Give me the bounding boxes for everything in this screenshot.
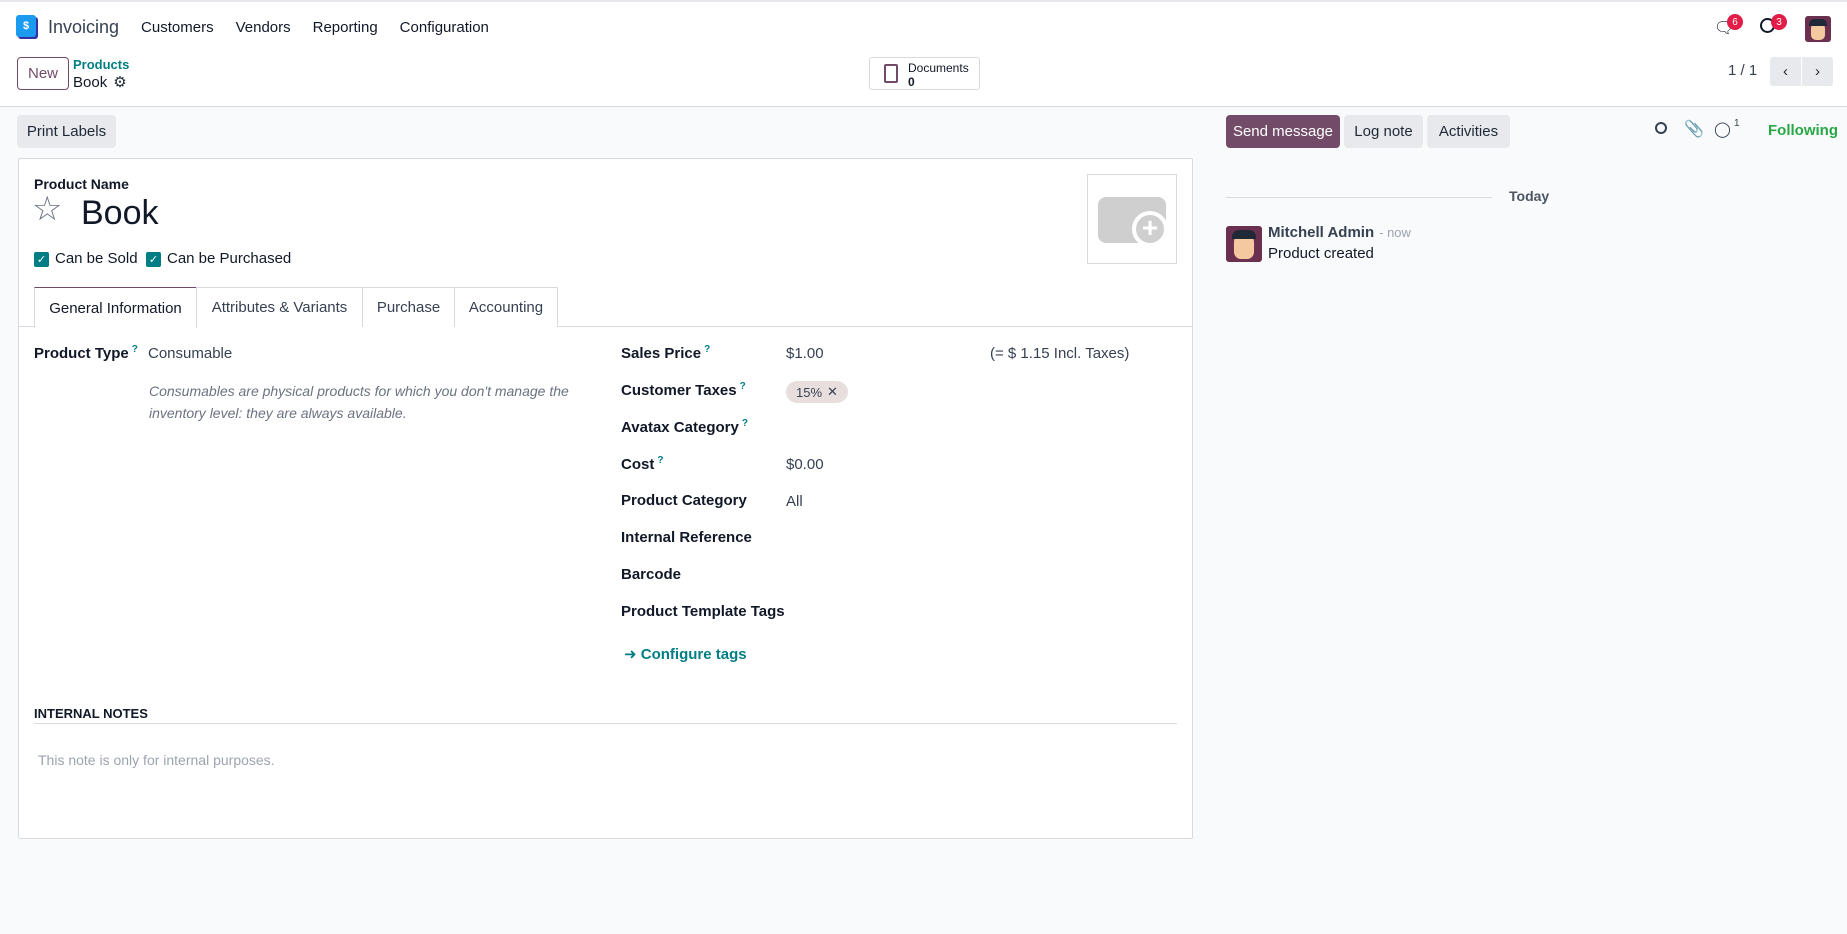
cost-label-text: Cost [621, 456, 655, 473]
internal-notes-divider [34, 723, 1177, 724]
barcode-label: Barcode [621, 566, 682, 583]
menu-reporting[interactable]: Reporting [312, 19, 378, 36]
internal-notes-input[interactable]: This note is only for internal purposes. [38, 752, 275, 768]
can-be-purchased-label: Can be Purchased [167, 250, 292, 267]
internal-reference-input[interactable] [786, 527, 1176, 551]
activities-button[interactable]: Activities [1427, 115, 1510, 148]
product-type-select[interactable]: Consumable [148, 345, 233, 362]
tax-tag: 15% ✕ [786, 381, 848, 403]
barcode-input[interactable] [786, 564, 1176, 588]
internal-reference-label: Internal Reference [621, 529, 752, 546]
tab-accounting[interactable]: Accounting [454, 287, 558, 327]
product-category-select[interactable]: All [786, 493, 803, 510]
date-separator-line [1226, 197, 1492, 198]
tax-tag-label: 15% [796, 384, 823, 400]
documents-count: 0 [908, 75, 915, 89]
paperclip-icon[interactable]: 📎 [1684, 121, 1704, 138]
main-menu: Invoicing Customers Vendors Reporting Co… [48, 2, 489, 53]
menu-vendors[interactable]: Vendors [235, 19, 291, 36]
tabs-divider [18, 326, 1193, 327]
tab-purchase[interactable]: Purchase [362, 287, 455, 327]
product-type-label: Product Type? [34, 344, 138, 362]
configure-tags-text: Configure tags [640, 646, 747, 663]
user-avatar[interactable] [1805, 16, 1831, 42]
breadcrumb-current: Book [73, 73, 108, 91]
breadcrumb-products[interactable]: Products [73, 57, 130, 72]
tab-attributes-variants[interactable]: Attributes & Variants [196, 287, 363, 327]
new-button[interactable]: New [17, 57, 69, 90]
customer-taxes-label: Customer Taxes? [621, 381, 746, 399]
product-category-label: Product Category [621, 492, 747, 509]
pager-previous-button[interactable]: ‹ [1770, 57, 1801, 86]
messages-badge: 6 [1727, 14, 1743, 30]
log-note-button[interactable]: Log note [1344, 115, 1423, 148]
configure-tags-link[interactable]: ➜ Configure tags [624, 645, 747, 663]
gear-icon[interactable]: ⚙ [113, 74, 127, 91]
product-template-tags-label: Product Template Tags [621, 603, 785, 620]
customer-taxes-label-text: Customer Taxes [621, 382, 737, 399]
documents-label: Documents [908, 61, 969, 75]
help-icon[interactable]: ? [131, 344, 138, 355]
product-name-input[interactable]: Book [81, 194, 159, 232]
control-panel: New Products Book ⚙ Documents 0 1 / 1 ‹ … [0, 53, 1847, 107]
print-labels-button[interactable]: Print Labels [17, 115, 116, 148]
followers-icon[interactable]: ◯ [1714, 121, 1731, 138]
top-navbar: $ Invoicing Customers Vendors Reporting … [0, 0, 1847, 53]
message-author-avatar[interactable] [1226, 226, 1262, 262]
tab-general-information[interactable]: General Information [34, 287, 197, 328]
can-be-sold-checkbox[interactable]: ✓ [34, 252, 49, 267]
message-author[interactable]: Mitchell Admin [1268, 224, 1375, 241]
help-icon[interactable]: ? [741, 418, 748, 429]
menu-configuration[interactable]: Configuration [399, 19, 489, 36]
favorite-star-icon[interactable]: ☆ [32, 190, 63, 228]
pager-next-button[interactable]: › [1802, 57, 1833, 86]
date-separator: Today [1509, 188, 1550, 204]
app-name[interactable]: Invoicing [48, 17, 120, 37]
avatax-category-label: Avatax Category? [621, 418, 748, 436]
internal-notes-title: INTERNAL NOTES [34, 706, 148, 721]
arrow-right-icon: ➜ [624, 646, 637, 663]
help-icon[interactable]: ? [739, 381, 746, 392]
message-body: Product created [1268, 245, 1374, 262]
document-icon [884, 64, 898, 83]
product-name-label: Product Name [34, 176, 129, 192]
product-form-sheet [18, 158, 1193, 839]
menu-customers[interactable]: Customers [141, 19, 214, 36]
sales-price-label: Sales Price? [621, 344, 710, 362]
sales-price-input[interactable]: $1.00 [786, 345, 824, 362]
following-button[interactable]: Following [1768, 122, 1838, 139]
product-type-label-text: Product Type [34, 345, 129, 362]
invoicing-app-icon[interactable]: $ [16, 15, 36, 37]
pager-value[interactable]: 1 / 1 [1728, 62, 1758, 79]
message-header: Mitchell Admin - now [1268, 224, 1411, 241]
avatax-label-text: Avatax Category [621, 419, 739, 436]
price-incl-taxes: (= $ 1.15 Incl. Taxes) [990, 345, 1130, 362]
cost-label: Cost? [621, 455, 663, 473]
can-be-purchased-checkbox[interactable]: ✓ [146, 252, 161, 267]
product-image-upload[interactable]: + [1087, 174, 1177, 264]
remove-tag-icon[interactable]: ✕ [827, 384, 838, 399]
activities-badge: 3 [1771, 14, 1787, 30]
followers-count: 1 [1734, 118, 1740, 129]
can-be-sold-label: Can be Sold [55, 250, 138, 267]
documents-button[interactable]: Documents 0 [869, 57, 980, 90]
cost-input[interactable]: $0.00 [786, 456, 824, 473]
search-icon[interactable] [1655, 122, 1667, 134]
send-message-button[interactable]: Send message [1226, 115, 1340, 148]
sales-price-label-text: Sales Price [621, 345, 702, 362]
message-time: - now [1379, 225, 1411, 240]
breadcrumb-current-row: Book ⚙ [73, 73, 127, 92]
product-type-help: Consumables are physical products for wh… [149, 383, 569, 421]
help-icon[interactable]: ? [657, 455, 664, 466]
help-icon[interactable]: ? [704, 344, 711, 355]
